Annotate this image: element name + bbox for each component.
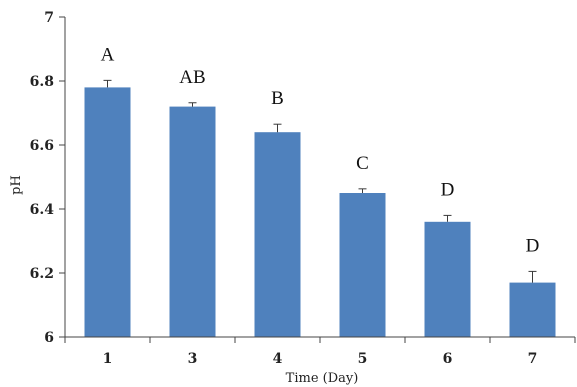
- x-tick-label: 4: [273, 351, 283, 367]
- error-bars-group: [103, 79, 537, 283]
- x-tick-label: 5: [358, 351, 368, 367]
- x-tick-label: 7: [528, 351, 538, 367]
- bar: [169, 106, 216, 337]
- significance-label: A: [101, 44, 115, 65]
- significance-label: D: [526, 235, 540, 256]
- y-axis-title: pH: [9, 175, 24, 195]
- bars-group: [84, 87, 556, 338]
- bar: [254, 132, 301, 337]
- significance-label: C: [356, 153, 369, 174]
- x-axis-title: Time (Day): [286, 371, 359, 386]
- y-tick-label: 6.4: [30, 202, 55, 218]
- x-tick-label: 6: [443, 351, 453, 367]
- significance-labels-group: A AB B C D D: [101, 44, 540, 256]
- y-tick-label: 7: [44, 10, 54, 26]
- significance-label: AB: [179, 67, 205, 88]
- x-ticks-group: 1 3 4 5 6 7: [64, 337, 576, 367]
- significance-label: D: [441, 179, 455, 200]
- x-tick-label: 1: [103, 351, 113, 367]
- y-tick-label: 6: [44, 330, 54, 346]
- y-tick-label: 6.8: [30, 74, 54, 90]
- bar: [339, 193, 386, 337]
- x-tick-label: 3: [188, 351, 198, 367]
- bar: [424, 221, 471, 337]
- y-ticks-group: 6 6.2 6.4 6.6 6.8 7: [30, 10, 65, 346]
- bar: [509, 282, 556, 337]
- y-tick-label: 6.6: [30, 138, 54, 154]
- y-tick-label: 6.2: [30, 266, 54, 282]
- bar: [84, 87, 131, 338]
- significance-label: B: [271, 88, 284, 109]
